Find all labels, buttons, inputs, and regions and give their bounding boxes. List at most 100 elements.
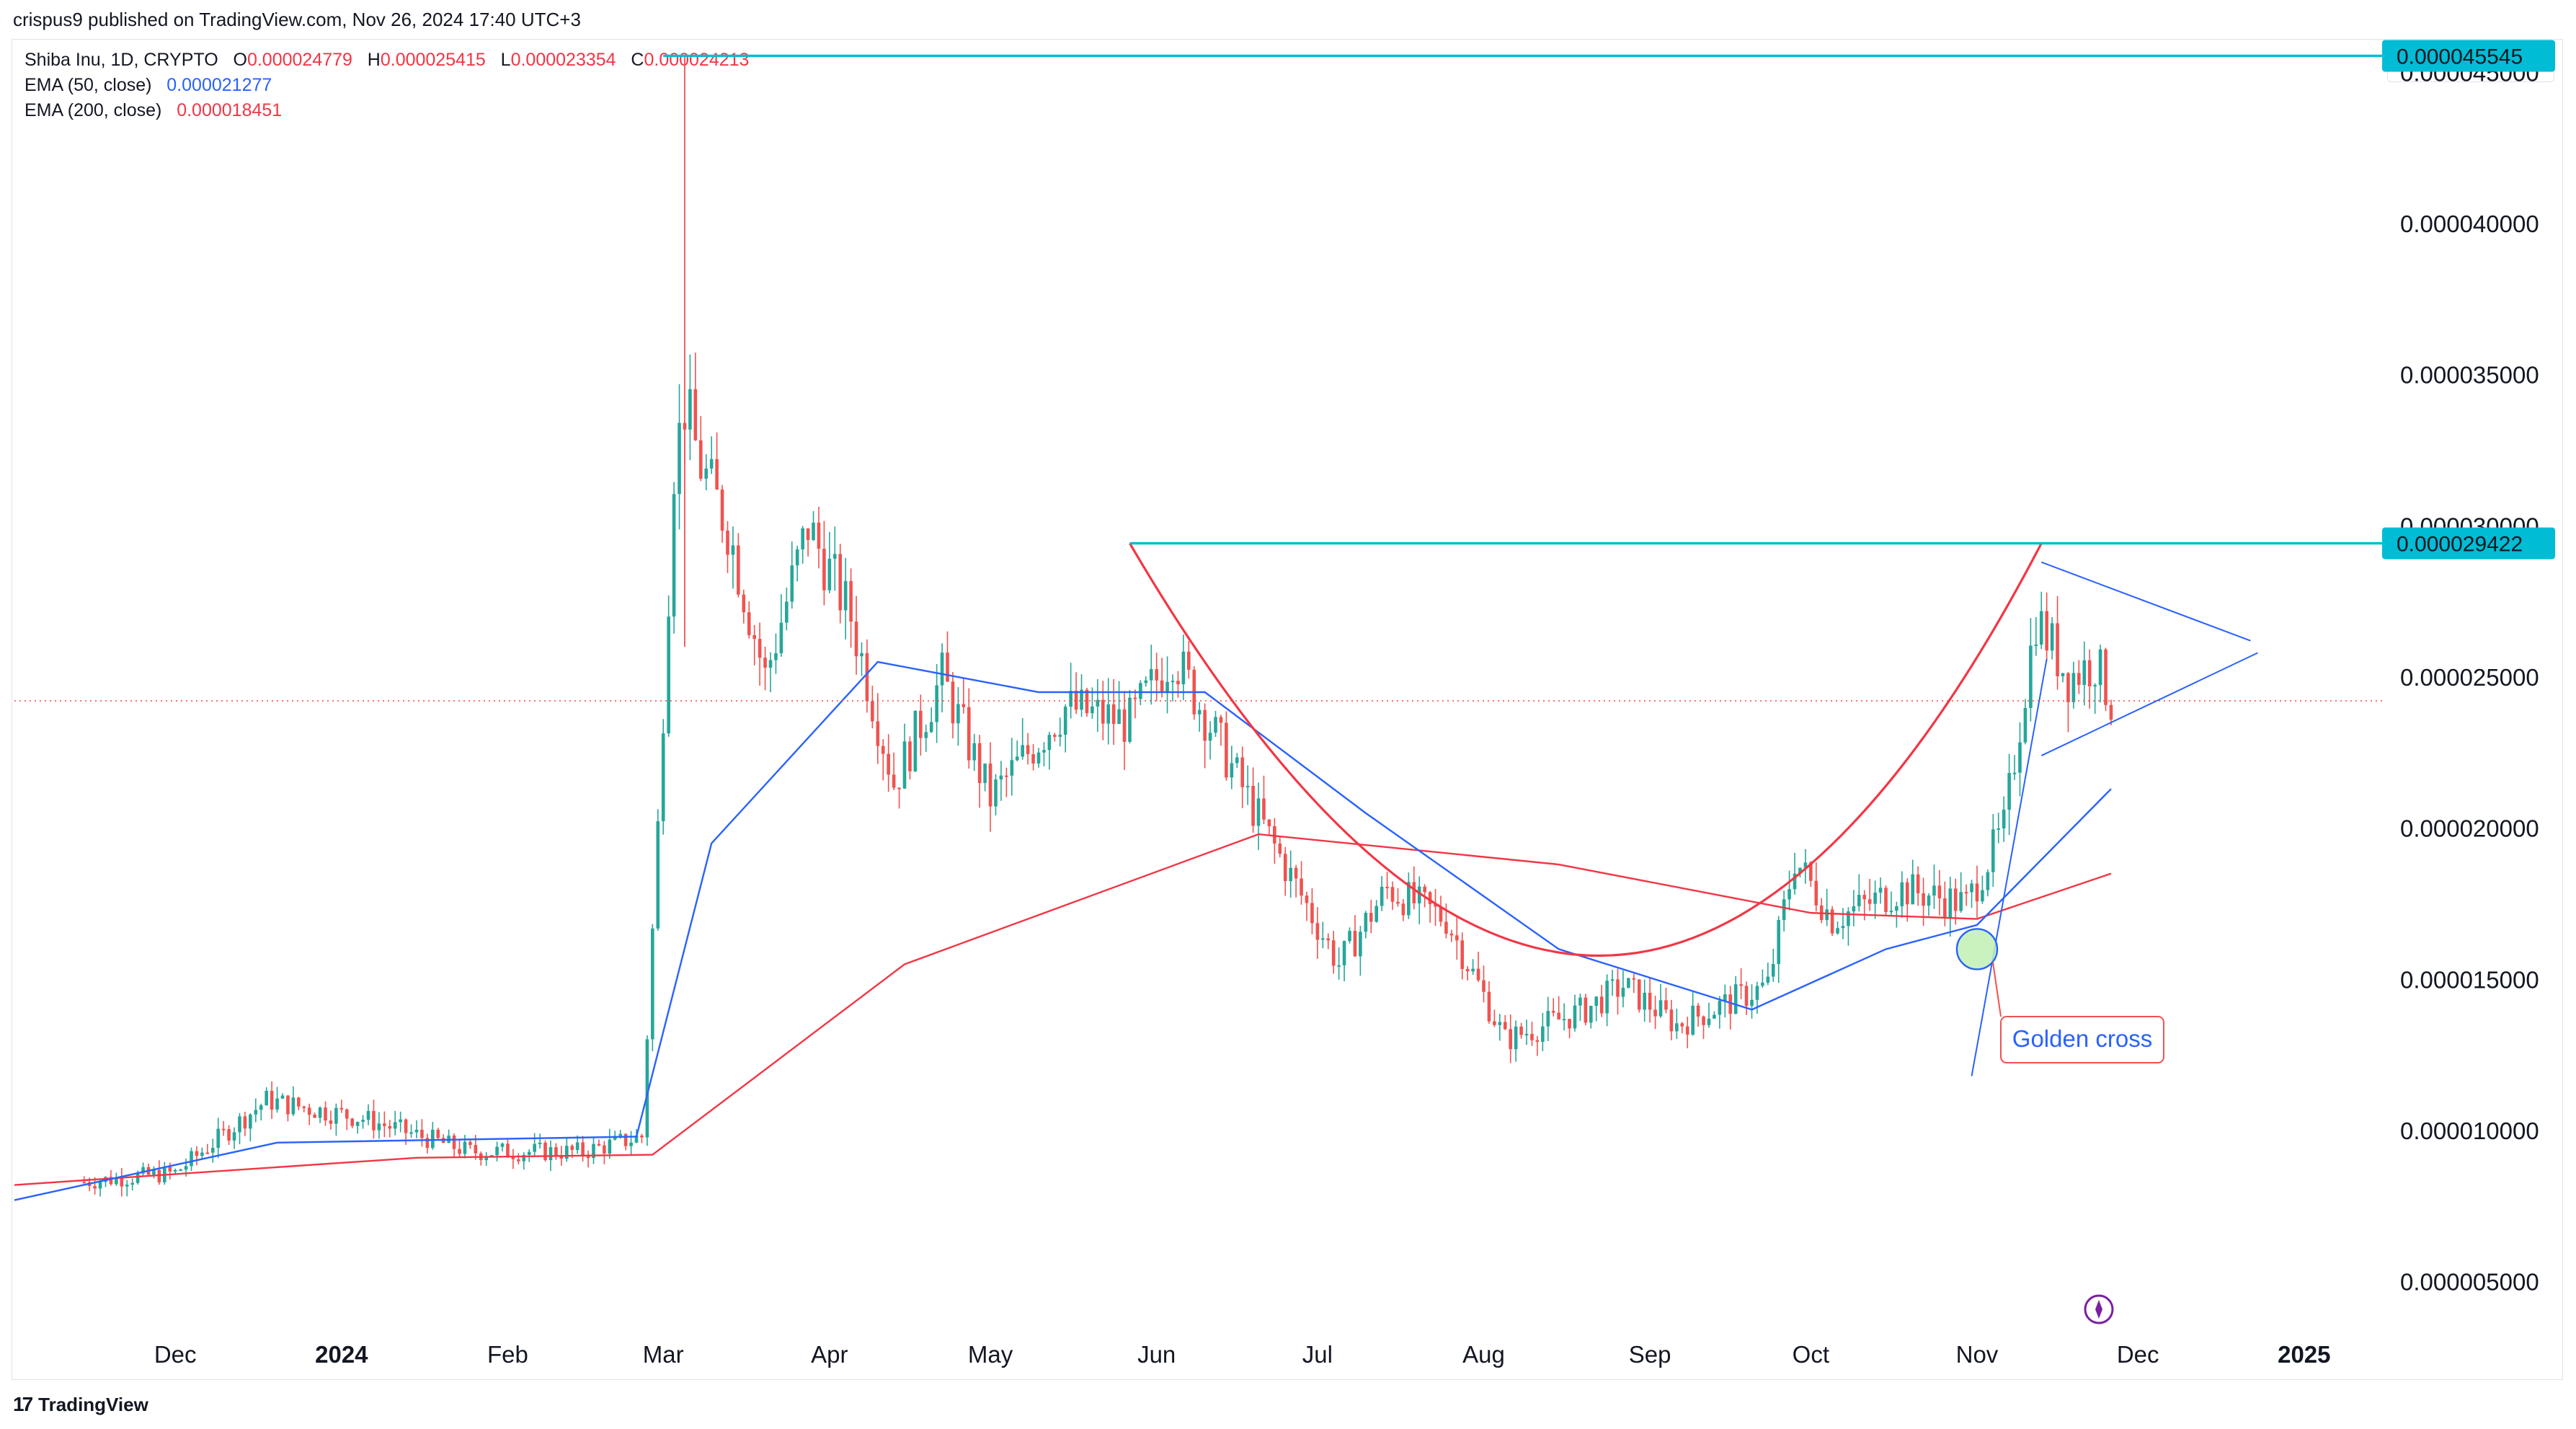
- candle-body: [1465, 968, 1470, 972]
- candle-body: [1932, 885, 1936, 896]
- candle-body: [1080, 689, 1083, 710]
- golden-cross-pointer: [1991, 962, 2002, 1017]
- candle-body: [592, 1143, 595, 1159]
- tradingview-brand[interactable]: 17 TradingView: [13, 1393, 148, 1416]
- candle-body: [1417, 886, 1421, 903]
- candle-body: [678, 422, 681, 495]
- price-level-label: 0.000029422: [2397, 533, 2523, 557]
- candle-body: [2093, 685, 2097, 687]
- candle-body: [458, 1149, 461, 1154]
- candle-body: [832, 554, 837, 559]
- symbol-label[interactable]: Shiba Inu, 1D, CRYPTO: [25, 50, 218, 70]
- candle-body: [1959, 892, 1963, 911]
- candle-body: [318, 1107, 322, 1118]
- tradingview-logo-icon: 17: [13, 1393, 33, 1415]
- candle-body: [1922, 893, 1925, 906]
- candle-body: [136, 1173, 140, 1183]
- candle-body: [1696, 1005, 1700, 1017]
- candle-body: [1599, 996, 1604, 1014]
- candle-body: [1256, 798, 1261, 826]
- candle-body: [2104, 649, 2108, 705]
- breakout-trendline: [1971, 658, 2048, 1076]
- candle-body: [1337, 965, 1341, 967]
- candle-body: [1761, 982, 1764, 986]
- candle-body: [1369, 913, 1373, 922]
- candle-body: [1685, 1026, 1689, 1035]
- candle-body: [1385, 886, 1389, 888]
- ema200-row[interactable]: EMA (200, close) 0.000018451: [25, 98, 749, 123]
- candle-body: [484, 1156, 489, 1161]
- candle-body: [1750, 999, 1754, 1007]
- candle-body: [141, 1167, 145, 1174]
- candle-body: [640, 1135, 644, 1138]
- high-label: H: [367, 50, 381, 70]
- candle-body: [1568, 1019, 1571, 1029]
- candle-body: [125, 1185, 129, 1187]
- candle-body: [1401, 903, 1405, 916]
- candle-body: [1937, 885, 1942, 898]
- candle-body: [238, 1116, 241, 1133]
- candle-body: [1187, 651, 1191, 670]
- brand-label: TradingView: [38, 1393, 148, 1415]
- candle-body: [1927, 895, 1931, 906]
- candle-body: [1841, 926, 1845, 929]
- candle-body: [1669, 1009, 1674, 1032]
- candle-body: [2034, 645, 2038, 647]
- candle-body: [1535, 1040, 1540, 1042]
- candle-body: [1546, 1011, 1550, 1027]
- candle-body: [849, 580, 853, 622]
- candle-body: [2039, 611, 2043, 645]
- candle-body: [822, 549, 826, 590]
- candle-body: [1847, 911, 1850, 926]
- candle-body: [506, 1143, 510, 1158]
- candle-body: [876, 721, 880, 746]
- candle-body: [404, 1119, 408, 1133]
- candle-body: [1439, 906, 1443, 922]
- candle-body: [1015, 756, 1019, 761]
- ema200-value: 0.000018451: [177, 100, 283, 120]
- candle-body: [1605, 981, 1609, 1014]
- candle-body: [82, 1182, 86, 1184]
- time-tick-label: Nov: [1956, 1341, 1999, 1368]
- candle-body: [1359, 932, 1362, 957]
- time-tick-label: 2024: [315, 1341, 368, 1368]
- candle-body: [967, 707, 971, 761]
- candle-body: [1653, 1009, 1657, 1017]
- candle-body: [1245, 786, 1250, 788]
- candle-body: [892, 774, 896, 788]
- candle-body: [1809, 862, 1813, 881]
- price-tick-label: 0.000005000: [2400, 1269, 2539, 1296]
- candle-body: [1948, 888, 1953, 918]
- candle-body: [623, 1133, 628, 1146]
- candle-body: [693, 389, 698, 441]
- candle-body: [1637, 979, 1641, 1010]
- candle-body: [495, 1146, 499, 1156]
- candle-body: [575, 1142, 579, 1151]
- candle-body: [2029, 645, 2033, 708]
- candle-body: [768, 660, 773, 668]
- candle-body: [1203, 709, 1207, 741]
- candle-body: [1573, 1005, 1577, 1029]
- candle-body: [1862, 895, 1867, 900]
- candle-body: [1139, 683, 1142, 699]
- candle-body: [1509, 1029, 1513, 1050]
- candle-body: [1149, 669, 1153, 681]
- candle-body: [661, 733, 665, 821]
- candle-body: [1975, 883, 1979, 902]
- time-tick-label: Apr: [811, 1341, 848, 1368]
- candle-body: [1991, 829, 1995, 872]
- candle-body: [779, 622, 783, 653]
- compass-icon[interactable]: [2084, 1294, 2114, 1324]
- candle-body: [1627, 978, 1630, 988]
- ema50-row[interactable]: EMA (50, close) 0.000021277: [25, 73, 749, 98]
- candle-body: [656, 820, 660, 929]
- candle-body: [275, 1098, 279, 1110]
- candle-body: [1889, 911, 1893, 913]
- candle-body: [1728, 994, 1733, 1014]
- candle-body: [742, 594, 746, 613]
- candle-body: [667, 616, 670, 734]
- candle-body: [232, 1132, 236, 1141]
- candle-body: [1482, 980, 1485, 992]
- candle-body: [1010, 760, 1014, 776]
